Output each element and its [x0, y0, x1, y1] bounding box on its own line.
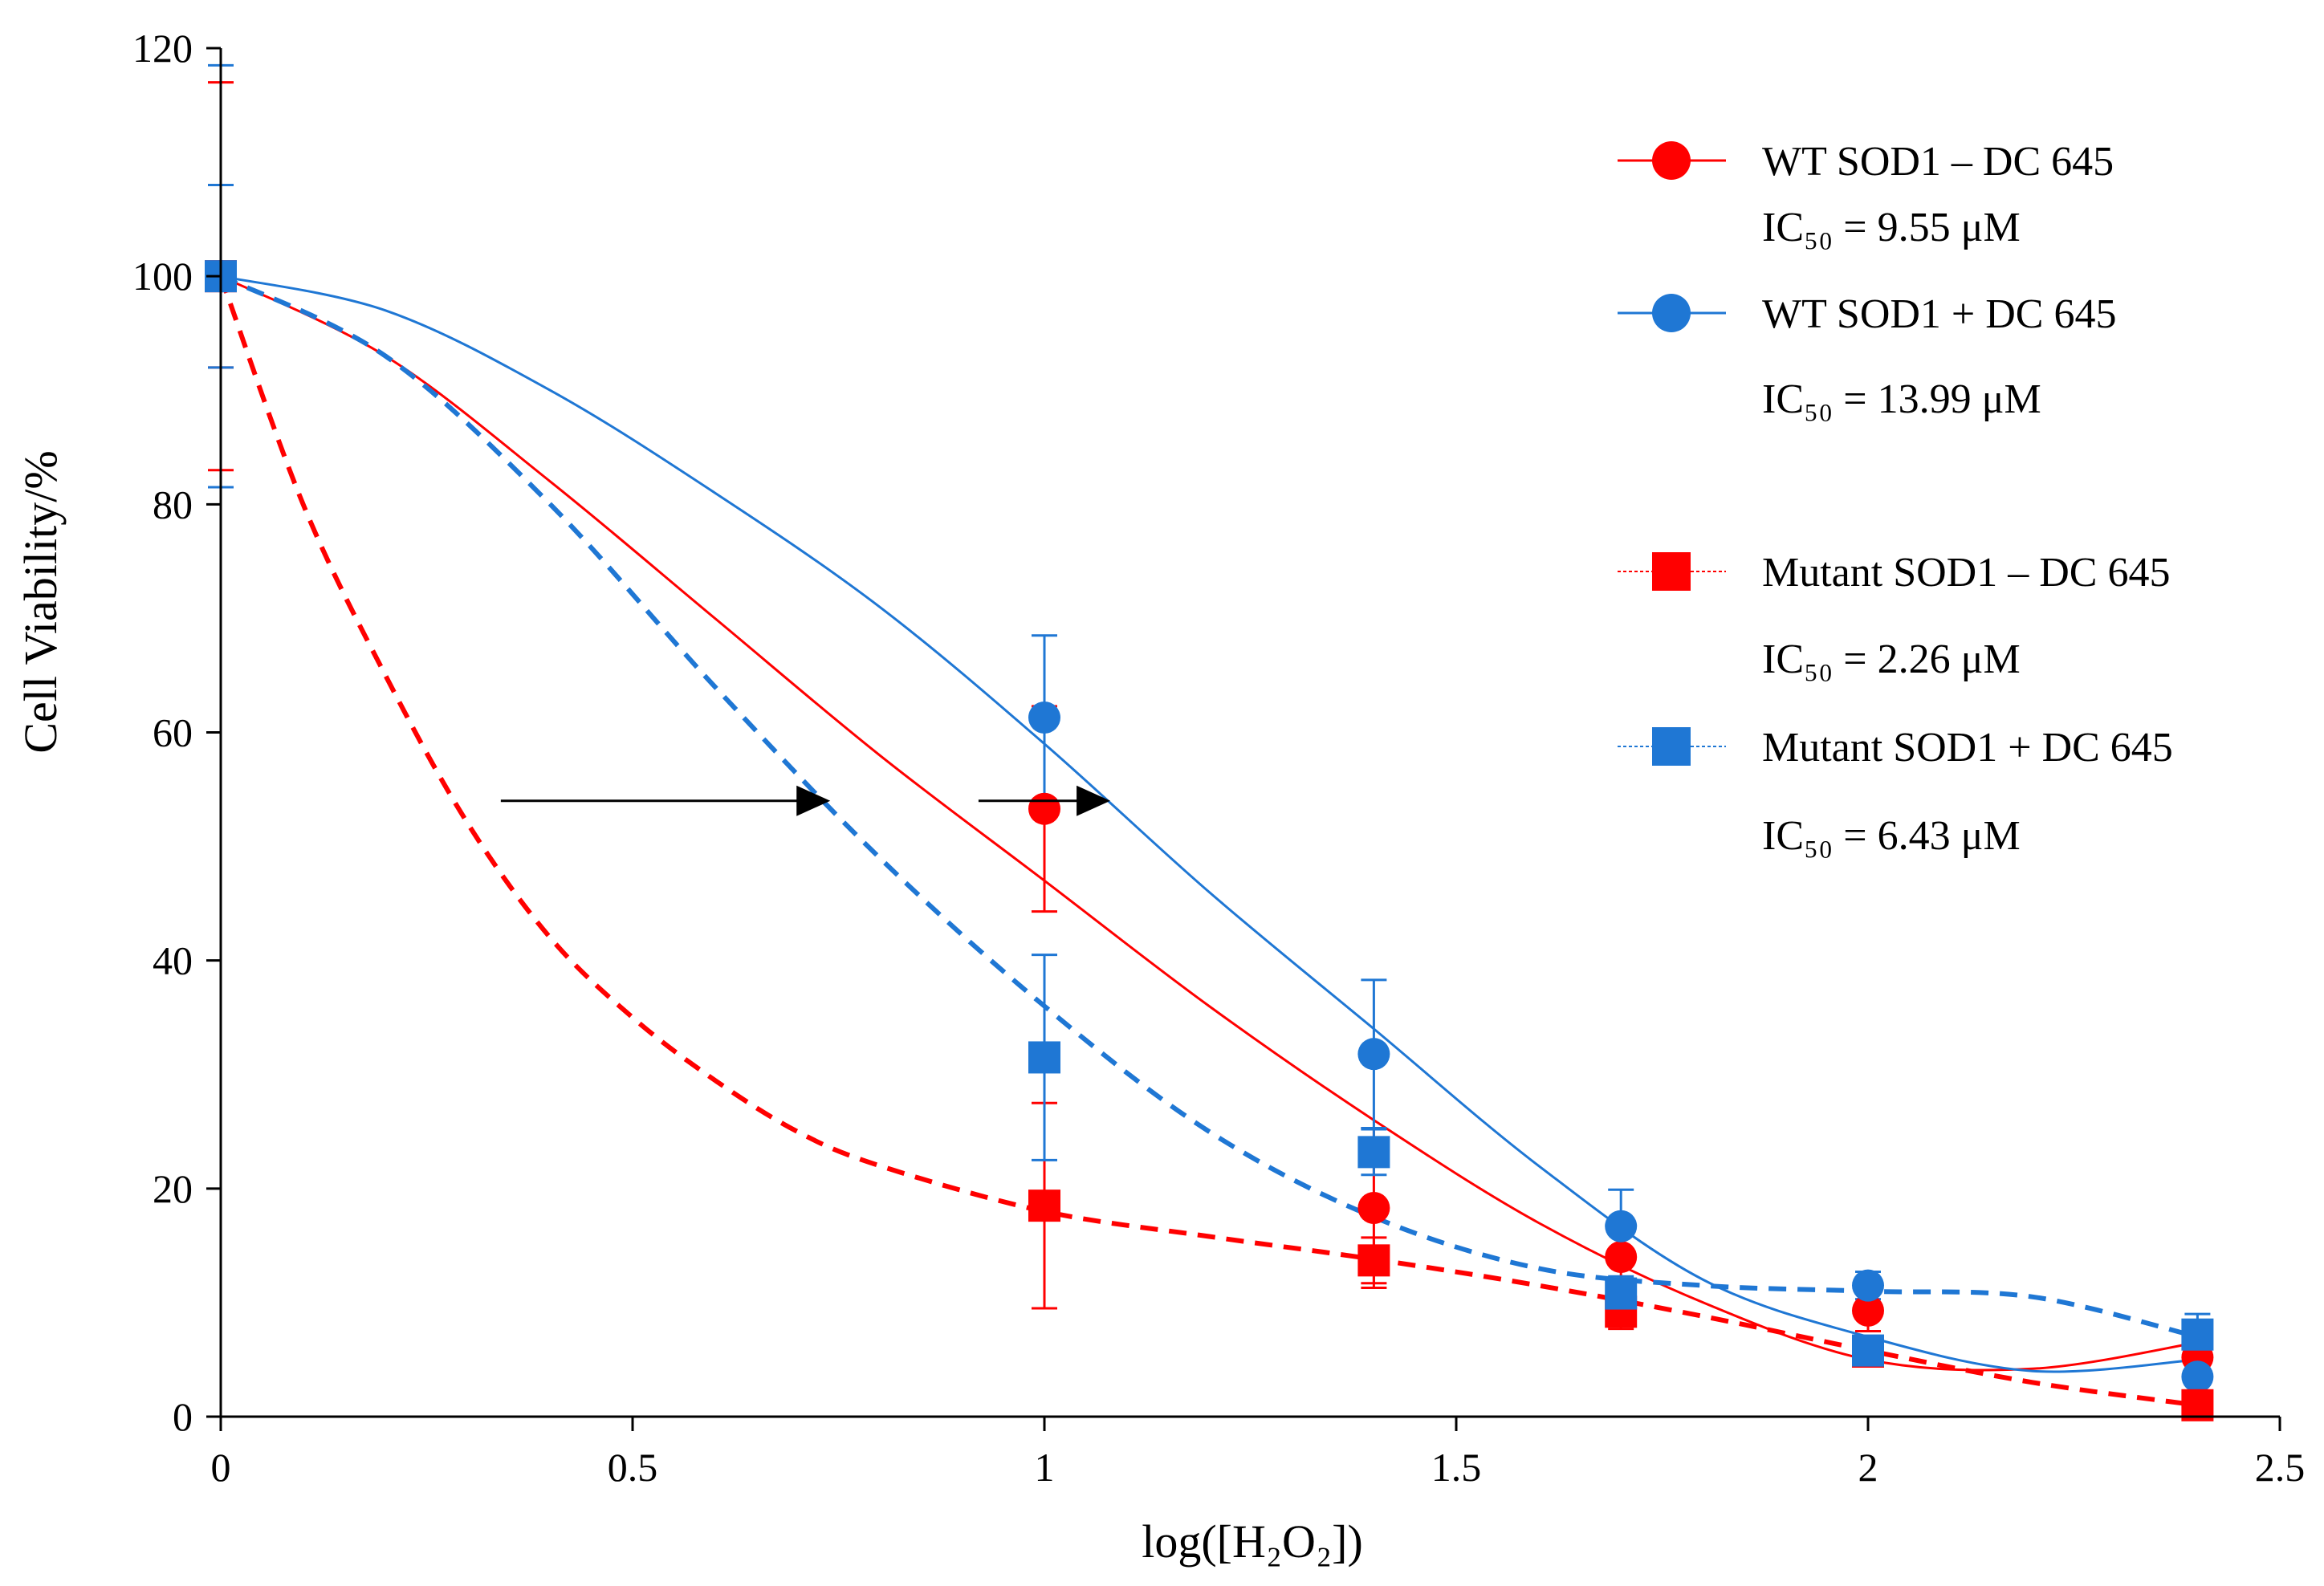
y-tick-label: 20	[153, 1166, 193, 1211]
x-tick-label: 0.5	[608, 1445, 658, 1490]
data-point-series-1	[1852, 1269, 1884, 1302]
data-point-series-1	[1605, 1210, 1638, 1242]
data-point-series-3	[2181, 1318, 2214, 1351]
y-axis-title: Cell Viability/%	[14, 450, 67, 753]
data-point-series-0	[1357, 1191, 1390, 1224]
annotation-arrows	[500, 785, 1111, 816]
arrow-head-1	[1077, 785, 1111, 816]
fit-curve-series-1	[220, 274, 2198, 1373]
x-tick-label: 1	[1035, 1445, 1055, 1490]
legend-label-series-0: WT SOD1 – DC 645	[1762, 139, 2114, 185]
legend-marker-series-3	[1652, 727, 1691, 766]
legend-label-series-3: Mutant SOD1 + DC 645	[1762, 725, 2173, 771]
legend-marker-series-1	[1652, 294, 1691, 332]
x-tick-label: 0	[211, 1445, 231, 1490]
y-tick-label: 40	[153, 938, 193, 983]
data-point-series-2	[1028, 1190, 1060, 1222]
legend-marker-series-0	[1652, 141, 1691, 180]
y-tick-label: 80	[153, 482, 193, 527]
legend-ic50-series-2: IC₅₀ = 2.26 μM	[1762, 636, 2021, 682]
data-point-series-1	[1028, 702, 1060, 734]
data-point-series-0	[1605, 1241, 1638, 1274]
data-point-series-3	[1605, 1277, 1638, 1310]
data-point-series-0	[1028, 792, 1060, 825]
legend-marker-series-2	[1652, 552, 1691, 591]
data-point-series-0	[1852, 1294, 1884, 1327]
y-tick-label: 100	[132, 254, 193, 299]
fit-curve-series-3	[219, 274, 2199, 1340]
arrow-head-0	[796, 785, 831, 816]
x-tick-label: 1.5	[1431, 1445, 1482, 1490]
legend: WT SOD1 – DC 645 IC₅₀ = 9.55 μM WT SOD1 + …	[1618, 139, 2173, 859]
axes: 0 20 40 60 80 100 120 0 0.5 1 1.5 2 2.5	[132, 26, 2305, 1490]
data-point-series-2	[1357, 1244, 1390, 1277]
fit-curve-series-2	[218, 275, 2198, 1408]
y-tick-label: 60	[153, 710, 193, 755]
y-tick-label: 120	[132, 26, 193, 71]
data-point-series-3	[1852, 1334, 1884, 1367]
legend-label-series-2: Mutant SOD1 – DC 645	[1762, 550, 2170, 596]
data-point-series-3	[1028, 1041, 1060, 1074]
legend-ic50-series-1: IC₅₀ = 13.99 μM	[1762, 376, 2041, 422]
data-point-series-3	[1357, 1136, 1390, 1169]
legend-ic50-series-3: IC₅₀ = 6.43 μM	[1762, 813, 2021, 859]
data-points	[205, 260, 2214, 1421]
x-tick-label: 2.5	[2255, 1445, 2306, 1490]
y-tick-label: 0	[173, 1394, 193, 1439]
legend-label-series-1: WT SOD1 + DC 645	[1762, 291, 2117, 337]
data-point-series-1	[2181, 1360, 2214, 1393]
data-point-series-1	[1357, 1038, 1390, 1071]
legend-ic50-series-0: IC₅₀ = 9.55 μM	[1762, 205, 2021, 250]
x-axis-title: log([H₂O₂])	[1142, 1515, 1363, 1568]
x-tick-label: 2	[1858, 1445, 1878, 1490]
